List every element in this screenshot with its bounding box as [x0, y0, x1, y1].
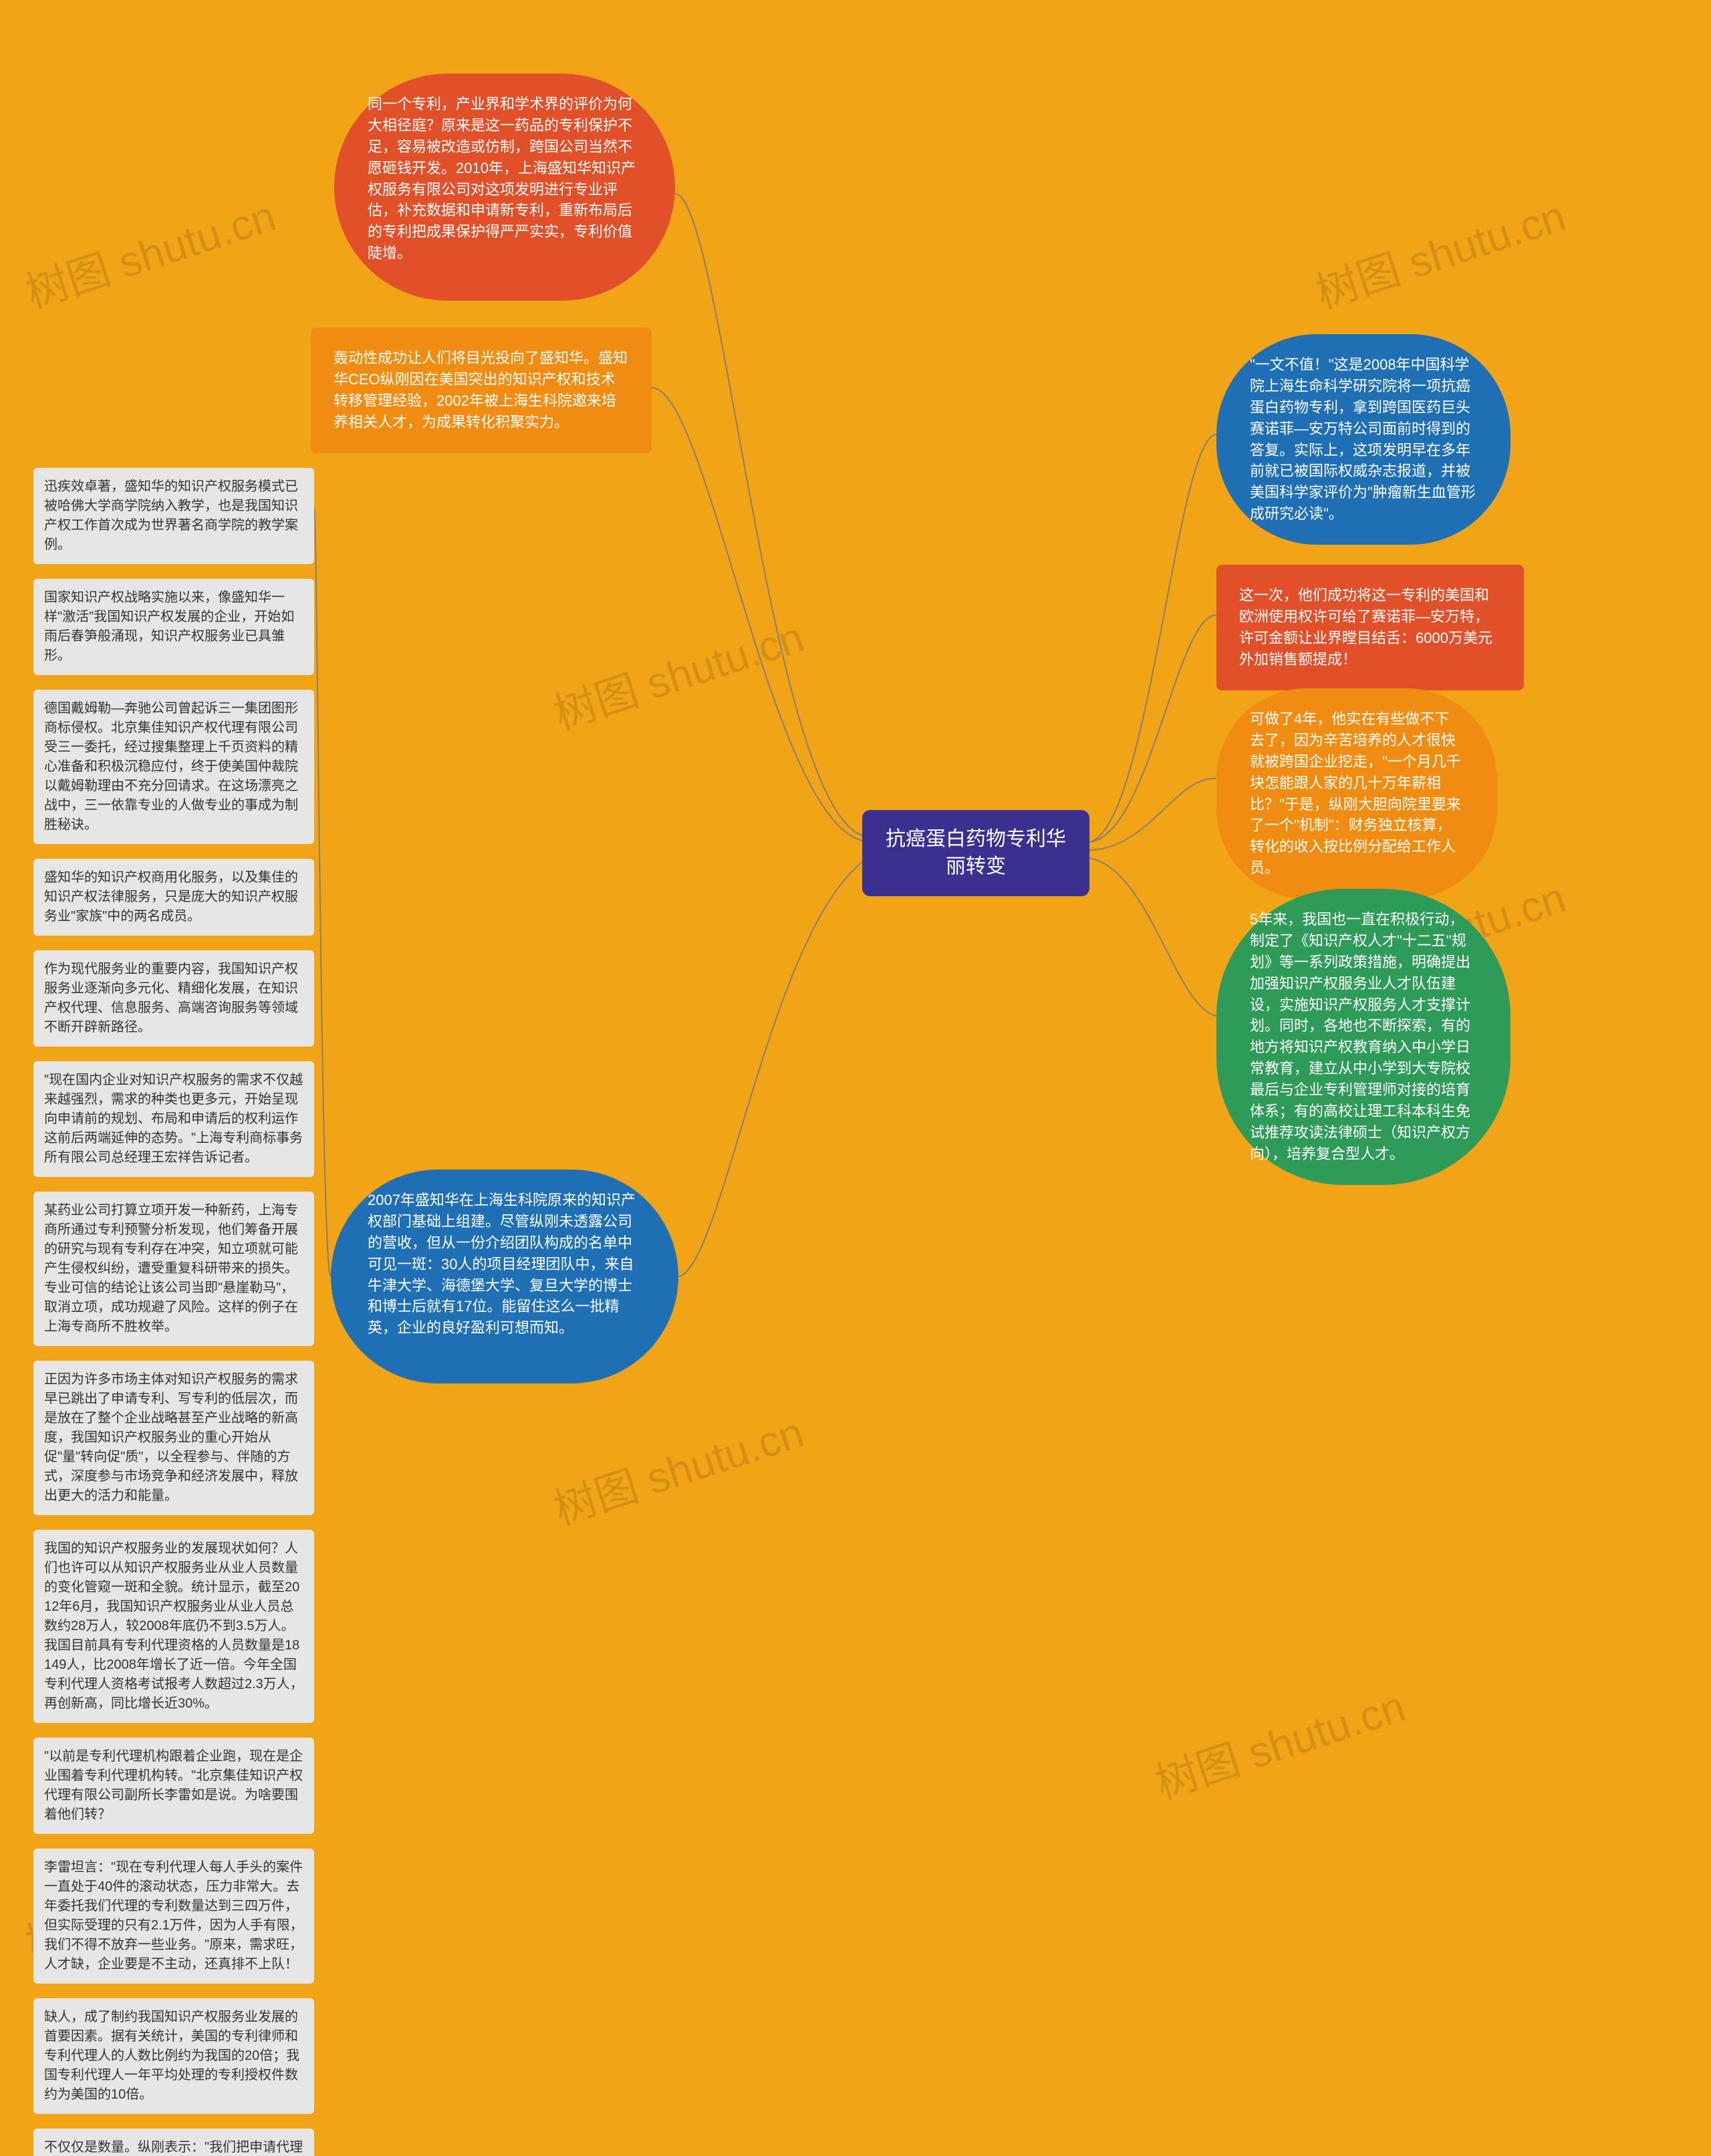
- mindmap-node[interactable]: "一文不值！"这是2008年中国科学院上海生命科学研究院将一项抗癌蛋白药物专利，…: [1216, 334, 1510, 545]
- detail-box[interactable]: 国家知识产权战略实施以来，像盛知华一样"激活"我国知识产权发展的企业，开始如雨后…: [33, 579, 314, 675]
- detail-box[interactable]: 不仅仅是数量。纵刚表示："我们把申请代理称门外活，但做申请前后的两端业务，水平仍…: [33, 2129, 314, 2156]
- watermark: 树图 shutu.cn: [1146, 1672, 1412, 1810]
- mindmap-node[interactable]: 这一次，他们成功将这一专利的美国和欧洲使用权许可给了赛诺菲—安万特，许可金额让业…: [1216, 565, 1524, 690]
- detail-box[interactable]: 我国的知识产权服务业的发展现状如何？人们也许可以从知识产权服务业从业人员数量的变…: [33, 1530, 314, 1723]
- mindmap-node[interactable]: 可做了4年，他实在有些做不下去了，因为辛苦培养的人才很快就被跨国企业挖走，"一个…: [1216, 688, 1497, 899]
- mindmap-node[interactable]: 5年来，我国也一直在积极行动，制定了《知识产权人才"十二五"规划》等一系列政策措…: [1216, 889, 1510, 1185]
- detail-box[interactable]: 李雷坦言："现在专利代理人每人手头的案件一直处于40件的滚动状态，压力非常大。去…: [33, 1849, 314, 1984]
- detail-box[interactable]: "现在国内企业对知识产权服务的需求不仅越来越强烈，需求的种类也更多元，开始呈现向…: [33, 1061, 314, 1177]
- watermark: 树图 shutu.cn: [1307, 182, 1572, 320]
- mindmap-node[interactable]: 2007年盛知华在上海生科院原来的知识产权部门基础上组建。尽管纵刚未透露公司的营…: [331, 1170, 678, 1383]
- center-topic[interactable]: 抗癌蛋白药物专利华丽转变: [862, 810, 1089, 896]
- detail-box[interactable]: 德国戴姆勒—奔驰公司曾起诉三一集团图形商标侵权。北京集佳知识产权代理有限公司受三…: [33, 690, 314, 844]
- watermark: 树图 shutu.cn: [17, 182, 282, 320]
- mindmap-canvas: 树图 shutu.cn 树图 shutu.cn 树图 shutu.cn 树图 shut…: [0, 0, 1711, 2156]
- detail-box[interactable]: 迅疾效卓著，盛知华的知识产权服务模式已被哈佛大学商学院纳入教学，也是我国知识产权…: [33, 468, 314, 564]
- detail-box[interactable]: 盛知华的知识产权商用化服务，以及集佳的知识产权法律服务，只是庞大的知识产权服务业…: [33, 859, 314, 936]
- detail-box[interactable]: 正因为许多市场主体对知识产权服务的需求早已跳出了申请专利、写专利的低层次，而是放…: [33, 1361, 314, 1515]
- watermark: 树图 shutu.cn: [545, 603, 810, 741]
- detail-box[interactable]: 某药业公司打算立项开发一种新药，上海专商所通过专利预警分析发现，他们筹备开展的研…: [33, 1192, 314, 1346]
- detail-box[interactable]: 作为现代服务业的重要内容，我国知识产权服务业逐渐向多元化、精细化发展，在知识产权…: [33, 950, 314, 1047]
- detail-box[interactable]: 缺人，成了制约我国知识产权服务业发展的首要因素。据有关统计，美国的专利律师和专利…: [33, 1998, 314, 2114]
- mindmap-node[interactable]: 轰动性成功让人们将目光投向了盛知华。盛知华CEO纵刚因在美国突出的知识产权和技术…: [311, 327, 652, 453]
- mindmap-node[interactable]: 同一个专利，产业界和学术界的评价为何大相径庭？原来是这一药品的专利保护不足，容易…: [334, 74, 675, 301]
- watermark: 树图 shutu.cn: [545, 1398, 810, 1536]
- detail-box[interactable]: "以前是专利代理机构跟着企业跑，现在是企业围着专利代理机构转。"北京集佳知识产权…: [33, 1738, 314, 1834]
